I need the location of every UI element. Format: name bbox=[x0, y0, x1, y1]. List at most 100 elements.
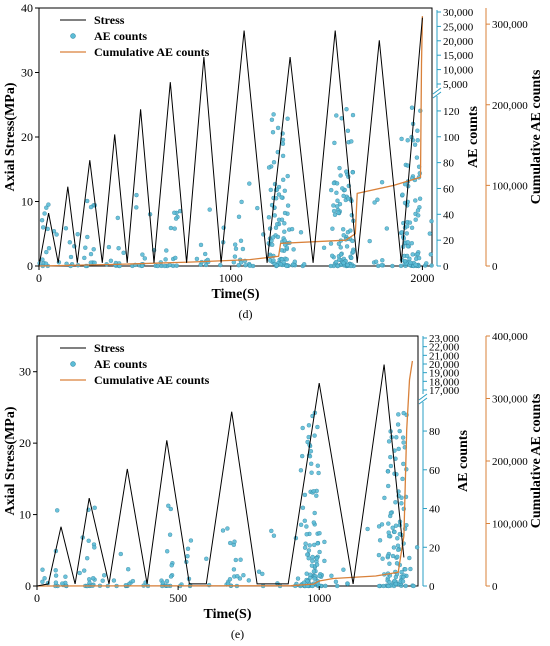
ae-count-point bbox=[416, 255, 422, 261]
ae-count-point bbox=[292, 259, 297, 264]
ae-count-point bbox=[377, 583, 382, 589]
y-tick-label: 0 bbox=[25, 579, 31, 593]
ae-count-point bbox=[414, 155, 420, 160]
ae-count-point bbox=[250, 263, 256, 269]
ae-count-point bbox=[115, 215, 121, 221]
ae-count-point bbox=[330, 226, 335, 231]
ae-count-point bbox=[271, 159, 277, 165]
ae-count-point bbox=[101, 573, 107, 578]
ae-count-point bbox=[349, 139, 354, 144]
ae-count-point bbox=[194, 256, 200, 262]
ae-count-point bbox=[397, 522, 403, 528]
ae-count-point bbox=[399, 136, 404, 142]
ae-count-point bbox=[236, 263, 241, 268]
ae-count-point bbox=[60, 581, 65, 586]
ae-count-point bbox=[405, 224, 410, 229]
ae-count-point bbox=[92, 545, 97, 550]
ae-tick-label: 80 bbox=[443, 158, 455, 170]
ae-count-point bbox=[403, 583, 408, 589]
ae-count-point bbox=[335, 198, 340, 203]
cumulative-axis-label: Cumulative AE counts bbox=[529, 393, 544, 528]
ae-count-point bbox=[300, 425, 305, 431]
ae-count-point bbox=[417, 196, 423, 201]
ae-count-point bbox=[350, 170, 355, 175]
ae-count-point bbox=[337, 201, 343, 207]
ae-count-point bbox=[185, 554, 190, 559]
ae-count-point bbox=[227, 540, 233, 546]
ae-count-point bbox=[336, 241, 342, 247]
ae-count-point bbox=[91, 247, 96, 252]
ae-count-point bbox=[386, 483, 391, 489]
ae-count-point bbox=[240, 246, 246, 252]
ae-count-point bbox=[390, 525, 395, 530]
ae-count-point bbox=[255, 205, 260, 211]
ae-count-point bbox=[43, 261, 49, 266]
ae-count-point bbox=[388, 510, 394, 516]
ae-count-point bbox=[413, 262, 418, 267]
ae-count-point bbox=[350, 112, 356, 118]
cumulative-tick-label: 0 bbox=[492, 261, 498, 273]
y-tick-label: 40 bbox=[21, 1, 33, 15]
ae-count-point bbox=[344, 244, 350, 249]
ae-count-point bbox=[309, 470, 314, 475]
ae-count-point bbox=[185, 546, 191, 551]
ae-count-point bbox=[373, 259, 379, 264]
ae-count-point bbox=[348, 228, 353, 233]
ae-count-point bbox=[329, 187, 334, 193]
ae-count-point bbox=[306, 434, 311, 440]
ae-count-point bbox=[284, 263, 289, 269]
ae-count-point bbox=[40, 567, 45, 572]
ae-count-point bbox=[116, 245, 121, 251]
ae-count-point bbox=[312, 542, 317, 548]
ae-count-point bbox=[398, 263, 404, 269]
ae-count-point bbox=[309, 563, 315, 568]
ae-count-point bbox=[397, 428, 402, 434]
ae-count-point bbox=[268, 187, 273, 193]
ae-count-point bbox=[81, 568, 87, 573]
ae-tick-label: 5,000 bbox=[443, 79, 468, 91]
ae-count-point bbox=[335, 583, 340, 589]
ae-count-point bbox=[285, 203, 291, 208]
ae-count-point bbox=[271, 533, 277, 538]
ae-count-point bbox=[155, 263, 161, 269]
ae-count-point bbox=[282, 221, 287, 226]
ae-count-point bbox=[86, 538, 91, 543]
x-axis-label: Time(S) bbox=[212, 287, 260, 302]
ae-count-point bbox=[302, 545, 308, 550]
y-tick-label: 30 bbox=[21, 66, 33, 80]
ae-count-point bbox=[118, 551, 124, 557]
ae-count-point bbox=[271, 258, 276, 263]
ae-count-point bbox=[266, 165, 272, 170]
ae-count-point bbox=[218, 262, 223, 268]
ae-count-point bbox=[291, 247, 296, 252]
ae-counts-scatter bbox=[37, 105, 434, 269]
ae-count-point bbox=[174, 263, 179, 268]
ae-count-point bbox=[375, 197, 380, 202]
ae-tick-label: 60 bbox=[429, 465, 441, 477]
ae-count-point bbox=[408, 566, 413, 572]
ae-count-point bbox=[317, 573, 322, 579]
ae-count-point bbox=[46, 202, 51, 207]
ae-count-point bbox=[163, 257, 168, 262]
ae-count-point bbox=[408, 260, 413, 265]
ae-count-point bbox=[285, 173, 290, 179]
x-tick-label: 500 bbox=[169, 591, 187, 605]
ae-count-point bbox=[167, 532, 173, 537]
ae-count-point bbox=[323, 583, 328, 589]
ae-count-point bbox=[379, 263, 384, 268]
ae-count-point bbox=[401, 440, 406, 445]
ae-tick-label: 17,000 bbox=[429, 385, 460, 397]
ae-count-point bbox=[385, 469, 391, 474]
ae-count-point bbox=[169, 563, 174, 568]
ae-count-point bbox=[172, 210, 177, 216]
ae-count-point bbox=[405, 239, 410, 245]
ae-count-point bbox=[396, 412, 401, 417]
ae-count-point bbox=[395, 422, 401, 427]
cumulative-tick-label: 200,000 bbox=[492, 456, 528, 468]
ae-count-point bbox=[298, 468, 304, 473]
ae-count-point bbox=[239, 199, 244, 205]
ae-count-point bbox=[377, 538, 383, 543]
ae-count-point bbox=[310, 558, 315, 564]
ae-count-point bbox=[168, 225, 174, 231]
